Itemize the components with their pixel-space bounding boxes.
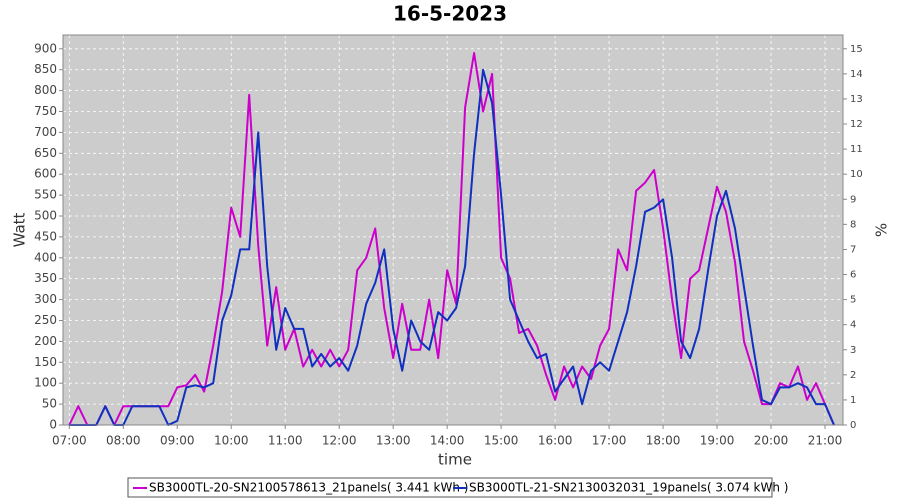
y-tick-label: 100: [34, 376, 57, 390]
y-tick-label: 350: [34, 271, 57, 285]
y-tick-label: 850: [34, 62, 57, 76]
y-tick-label: 250: [34, 313, 57, 327]
y2-tick-label: 13: [850, 94, 863, 105]
x-tick-label: 17:00: [592, 434, 627, 448]
y2-tick-label: 10: [850, 169, 863, 180]
x-tick-label: 10:00: [214, 434, 249, 448]
x-axis-label: time: [438, 451, 472, 469]
legend-label: SB3000TL-21-SN2130032031_19panels( 3.074…: [469, 481, 788, 495]
x-tick-label: 16:00: [538, 434, 573, 448]
x-tick-label: 19:00: [700, 434, 735, 448]
y2-tick-label: 0: [850, 420, 856, 431]
y-tick-label: 0: [49, 418, 57, 432]
x-tick-label: 11:00: [268, 434, 303, 448]
x-tick-label: 15:00: [484, 434, 519, 448]
y2-tick-label: 2: [850, 370, 856, 381]
y-axis-label: Watt: [11, 212, 29, 247]
series-line: [69, 68, 835, 426]
x-tick-label: 14:00: [430, 434, 465, 448]
y-tick-label: 150: [34, 355, 57, 369]
y-tick-label: 650: [34, 146, 57, 160]
y2-tick-label: 12: [850, 119, 863, 130]
x-tick-label: 20:00: [754, 434, 789, 448]
y-tick-label: 550: [34, 188, 57, 202]
y-tick-label: 600: [34, 167, 57, 181]
y2-tick-label: 9: [850, 194, 856, 205]
y2-tick-label: 7: [850, 244, 856, 255]
plot-area: [63, 35, 843, 425]
y-tick-label: 800: [34, 83, 57, 97]
y2-tick-label: 14: [850, 69, 863, 80]
x-tick-label: 07:00: [52, 434, 87, 448]
x-tick-label: 13:00: [376, 434, 411, 448]
y-tick-label: 900: [34, 41, 57, 55]
y2-tick-label: 4: [850, 320, 856, 331]
y2-tick-label: 3: [850, 345, 856, 356]
x-tick-label: 12:00: [322, 434, 357, 448]
x-tick-label: 18:00: [646, 434, 681, 448]
x-tick-label: 09:00: [160, 434, 195, 448]
y-tick-label: 700: [34, 125, 57, 139]
series-line: [68, 52, 835, 426]
y2-tick-label: 15: [850, 44, 863, 55]
y-tick-label: 450: [34, 229, 57, 243]
y-tick-label: 50: [42, 397, 57, 411]
y2-axis-label: %: [873, 223, 891, 237]
y2-tick-label: 8: [850, 219, 856, 230]
y-tick-label: 750: [34, 104, 57, 118]
y2-tick-label: 11: [850, 144, 863, 155]
plot-border: [62, 34, 844, 426]
y2-tick-label: 6: [850, 270, 856, 281]
chart-title: 16-5-2023: [393, 2, 507, 26]
y-tick-label: 400: [34, 250, 57, 264]
legend: [127, 477, 773, 498]
y-tick-label: 500: [34, 208, 57, 222]
y2-tick-label: 1: [850, 395, 856, 406]
x-tick-label: 08:00: [106, 434, 141, 448]
x-tick-label: 21:00: [808, 434, 843, 448]
legend-label: SB3000TL-20-SN2100578613_21panels( 3.441…: [149, 481, 468, 495]
y2-tick-label: 5: [850, 295, 856, 306]
y-tick-label: 200: [34, 334, 57, 348]
y-tick-label: 300: [34, 292, 57, 306]
